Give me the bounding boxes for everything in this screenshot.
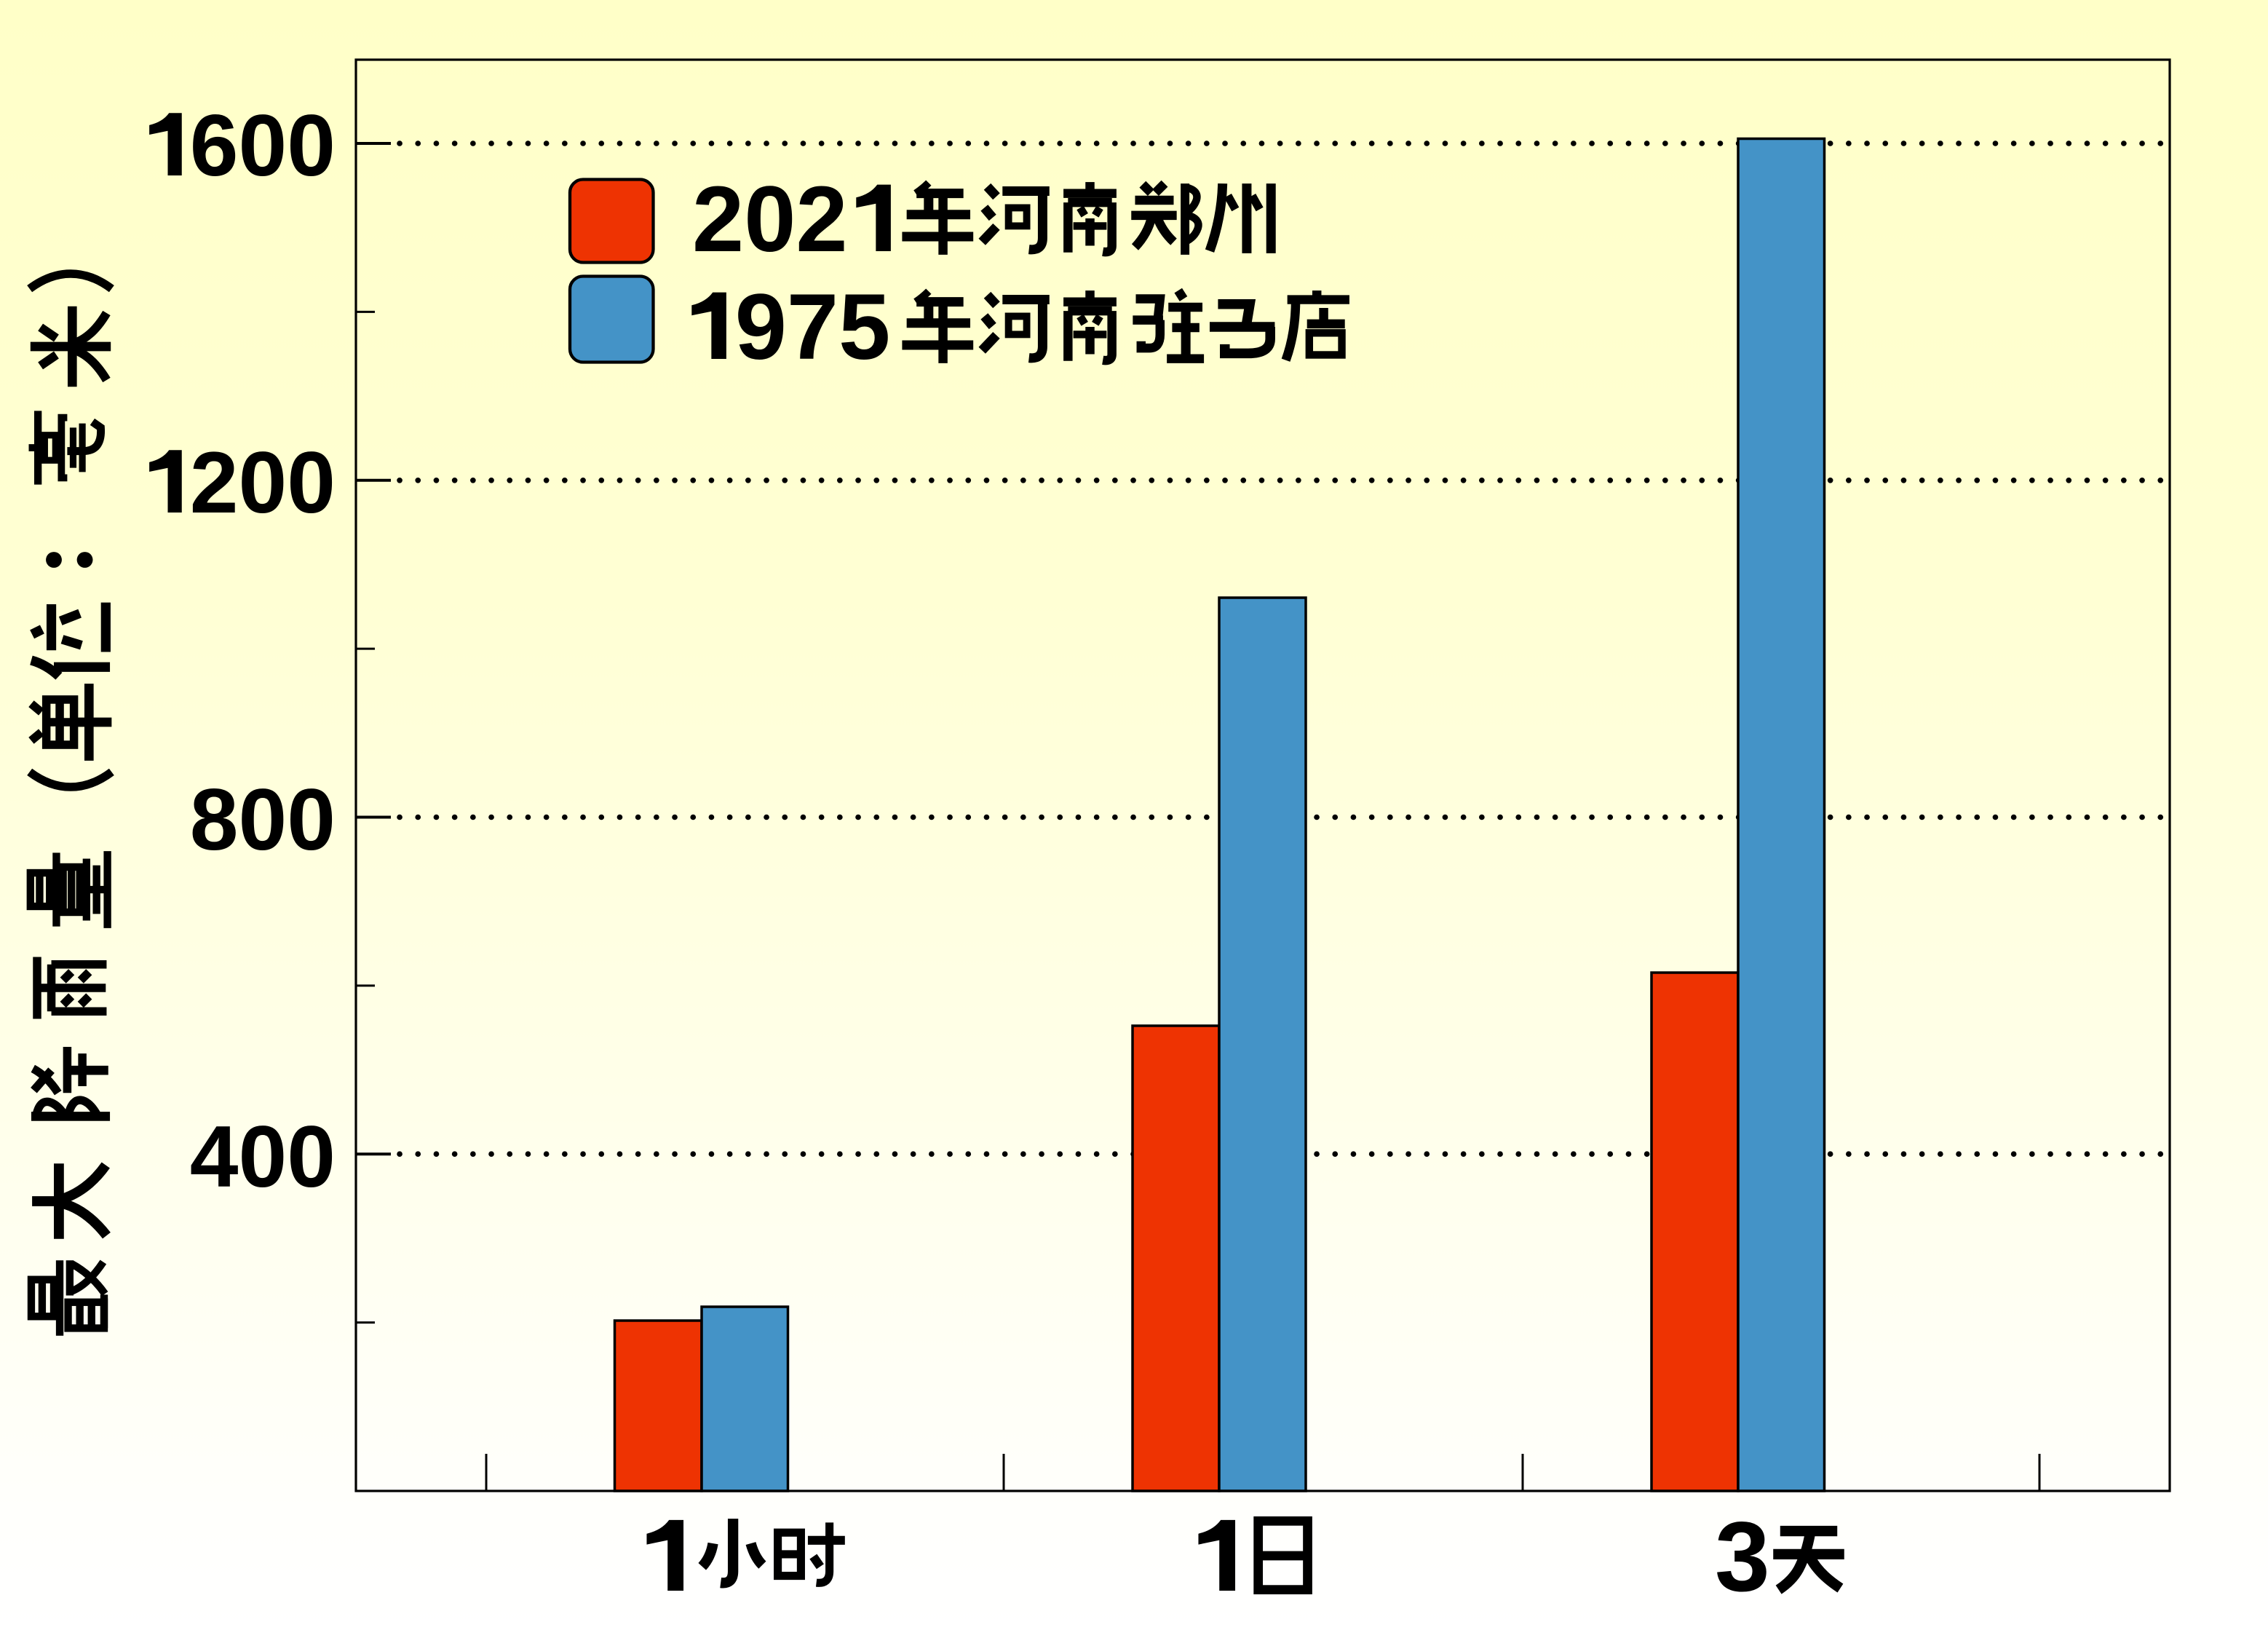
svg-text:3: 3 — [1715, 1501, 1770, 1612]
svg-text:400: 400 — [190, 1108, 336, 1206]
svg-text:200: 200 — [190, 434, 336, 531]
svg-text:600: 600 — [190, 97, 336, 194]
svg-text:202: 202 — [692, 167, 848, 272]
svg-text:800: 800 — [190, 771, 336, 869]
svg-text:975: 975 — [735, 275, 891, 379]
